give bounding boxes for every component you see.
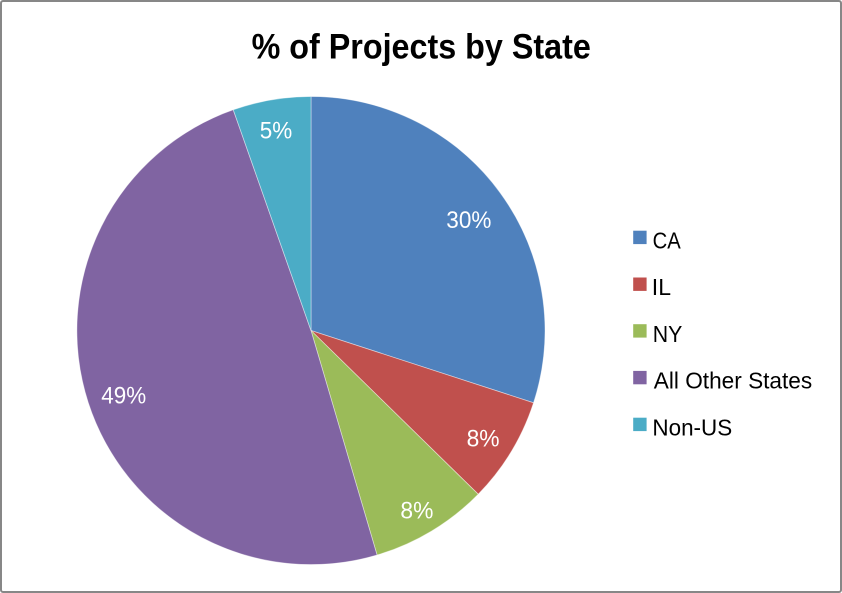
- svg-text:CA: CA: [653, 227, 681, 253]
- svg-text:49%: 49%: [101, 382, 146, 409]
- svg-text:NY: NY: [653, 321, 683, 347]
- svg-text:Non-US: Non-US: [652, 414, 732, 440]
- svg-text:% of Projects by State: % of Projects by State: [252, 27, 591, 66]
- svg-text:30%: 30%: [446, 207, 491, 234]
- svg-text:IL: IL: [652, 274, 671, 300]
- svg-text:8%: 8%: [400, 497, 433, 524]
- svg-text:All Other States: All Other States: [654, 368, 812, 394]
- svg-text:8%: 8%: [467, 425, 500, 452]
- svg-text:5%: 5%: [260, 118, 293, 145]
